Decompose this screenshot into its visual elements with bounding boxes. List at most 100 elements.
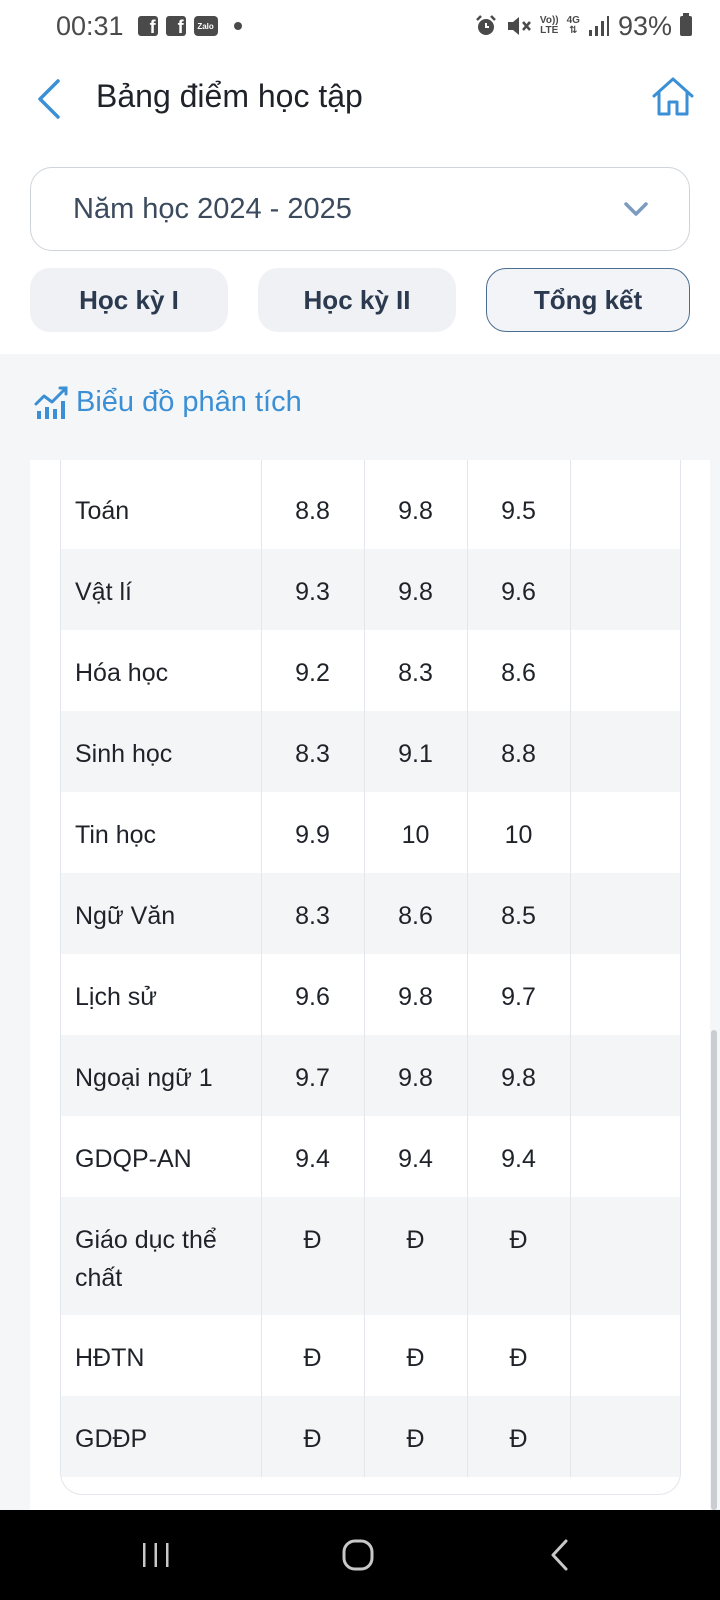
- year-score: 8.5: [467, 873, 571, 954]
- back-nav-button[interactable]: [530, 1530, 590, 1580]
- semester-2-score: 9.8: [364, 954, 468, 1035]
- table-row: GDQP-AN 9.4 9.4 9.4: [61, 1116, 680, 1197]
- table-row: Tin học 9.9 10 10: [61, 792, 680, 873]
- page-title: Bảng điểm học tập: [96, 78, 363, 114]
- year-score: 9.7: [467, 954, 571, 1035]
- analysis-chart-label: Biểu đồ phân tích: [76, 385, 302, 418]
- semester-2-score: Đ: [364, 1315, 468, 1396]
- semester-1-score: 9.2: [261, 630, 365, 711]
- back-button[interactable]: [28, 74, 68, 124]
- year-score: 9.8: [467, 1035, 571, 1116]
- empty-cell: [570, 1035, 680, 1116]
- battery-percentage: 93%: [617, 10, 672, 41]
- grade-table-container: Toán 8.8 9.8 9.5 Vật lí 9.3 9.8 9.6 Hóa học 9.2 8.…: [60, 460, 681, 1495]
- semester-1-score: 9.4: [261, 1116, 365, 1197]
- back-nav-icon: [551, 1539, 568, 1571]
- empty-cell: [570, 1315, 680, 1396]
- table-header-edge: [61, 460, 680, 468]
- semester-1-score: 9.3: [261, 549, 365, 630]
- analysis-chart-link[interactable]: Biểu đồ phân tích: [34, 384, 302, 420]
- semester-2-score: Đ: [364, 1197, 468, 1315]
- semester-1-score: 8.3: [261, 711, 365, 792]
- empty-cell: [570, 711, 680, 792]
- term-tabs: Học kỳ I Học kỳ II Tổng kết: [30, 268, 690, 332]
- system-nav-bar: [0, 1510, 720, 1600]
- year-score: 8.8: [467, 711, 571, 792]
- semester-2-score: 9.1: [364, 711, 468, 792]
- more-notifications-dot-icon: [233, 22, 242, 30]
- semester-2-score: 8.6: [364, 873, 468, 954]
- subject-cell: Giáo dục thể chất: [61, 1197, 262, 1315]
- empty-cell: [570, 1396, 680, 1477]
- tab-semester-1[interactable]: Học kỳ I: [30, 268, 228, 332]
- semester-2-score: 9.4: [364, 1116, 468, 1197]
- year-score: 8.6: [467, 630, 571, 711]
- status-bar-right: Vo)) LTE 4G ⇅ 93%: [474, 11, 692, 42]
- school-year-value: Năm học 2024 - 2025: [73, 192, 352, 225]
- chevron-down-icon: [624, 202, 648, 216]
- table-row: Sinh học 8.3 9.1 8.8: [61, 711, 680, 792]
- year-score: 9.6: [467, 549, 571, 630]
- school-year-select[interactable]: Năm học 2024 - 2025: [30, 167, 690, 251]
- semester-2-score: 10: [364, 792, 468, 873]
- empty-cell: [570, 1197, 680, 1315]
- subject-cell: Ngữ Văn: [61, 873, 262, 954]
- chart-analysis-icon: [34, 386, 68, 419]
- scrollbar[interactable]: [711, 1030, 717, 1510]
- facebook-notification-icon: f: [165, 16, 186, 36]
- home-icon: [652, 77, 694, 116]
- subject-cell: Toán: [61, 468, 262, 549]
- semester-2-score: 9.8: [364, 468, 468, 549]
- semester-1-score: 8.8: [261, 468, 365, 549]
- semester-1-score: 9.9: [261, 792, 365, 873]
- year-score: 9.5: [467, 468, 571, 549]
- semester-2-score: 8.3: [364, 630, 468, 711]
- battery-icon: [680, 13, 692, 36]
- year-score: Đ: [467, 1197, 571, 1315]
- status-time: 00:31: [56, 10, 124, 41]
- chevron-left-icon: [38, 79, 60, 119]
- subject-cell: Lịch sử: [61, 954, 262, 1035]
- recent-apps-button[interactable]: [126, 1530, 186, 1580]
- empty-cell: [570, 873, 680, 954]
- semester-1-score: 9.6: [261, 954, 365, 1035]
- app-header: Bảng điểm học tập: [0, 60, 720, 140]
- network-type-indicator: 4G ⇅: [566, 15, 580, 36]
- grade-table-body: Toán 8.8 9.8 9.5 Vật lí 9.3 9.8 9.6 Hóa học 9.2 8.…: [61, 460, 680, 1477]
- home-button[interactable]: [650, 74, 696, 120]
- empty-cell: [570, 468, 680, 549]
- year-score: Đ: [467, 1315, 571, 1396]
- table-row: Giáo dục thể chất Đ Đ Đ: [61, 1197, 680, 1315]
- home-nav-button[interactable]: [328, 1530, 388, 1580]
- empty-cell: [570, 1116, 680, 1197]
- grade-card: Toán 8.8 9.8 9.5 Vật lí 9.3 9.8 9.6 Hóa học 9.2 8.…: [30, 460, 710, 1510]
- mute-icon: [507, 17, 531, 35]
- subject-cell: Tin học: [61, 792, 262, 873]
- tab-semester-2[interactable]: Học kỳ II: [258, 268, 456, 332]
- subject-cell: Vật lí: [61, 549, 262, 630]
- empty-cell: [570, 630, 680, 711]
- subject-cell: GDĐP: [61, 1396, 262, 1477]
- tab-summary[interactable]: Tổng kết: [486, 268, 690, 332]
- table-row: Vật lí 9.3 9.8 9.6: [61, 549, 680, 630]
- semester-1-score: 9.7: [261, 1035, 365, 1116]
- semester-1-score: Đ: [261, 1197, 365, 1315]
- table-row: Hóa học 9.2 8.3 8.6: [61, 630, 680, 711]
- semester-2-score: Đ: [364, 1396, 468, 1477]
- subject-cell: Sinh học: [61, 711, 262, 792]
- signal-icon: [588, 16, 609, 36]
- table-row: Ngữ Văn 8.3 8.6 8.5: [61, 873, 680, 954]
- status-bar: 00:31 f f Zalo Vo)) LTE 4G ⇅ 93%: [0, 0, 720, 52]
- semester-2-score: 9.8: [364, 549, 468, 630]
- empty-cell: [570, 792, 680, 873]
- table-row: Lịch sử 9.6 9.8 9.7: [61, 954, 680, 1035]
- table-row: Toán 8.8 9.8 9.5: [61, 468, 680, 549]
- grade-table: Toán 8.8 9.8 9.5 Vật lí 9.3 9.8 9.6 Hóa học 9.2 8.…: [61, 460, 680, 1477]
- facebook-notification-icon: f: [137, 16, 158, 36]
- table-row: GDĐP Đ Đ Đ: [61, 1396, 680, 1477]
- home-nav-icon: [342, 1539, 374, 1571]
- subject-cell: GDQP-AN: [61, 1116, 262, 1197]
- semester-1-score: Đ: [261, 1315, 365, 1396]
- recent-apps-icon: [143, 1543, 169, 1567]
- table-row: HĐTN Đ Đ Đ: [61, 1315, 680, 1396]
